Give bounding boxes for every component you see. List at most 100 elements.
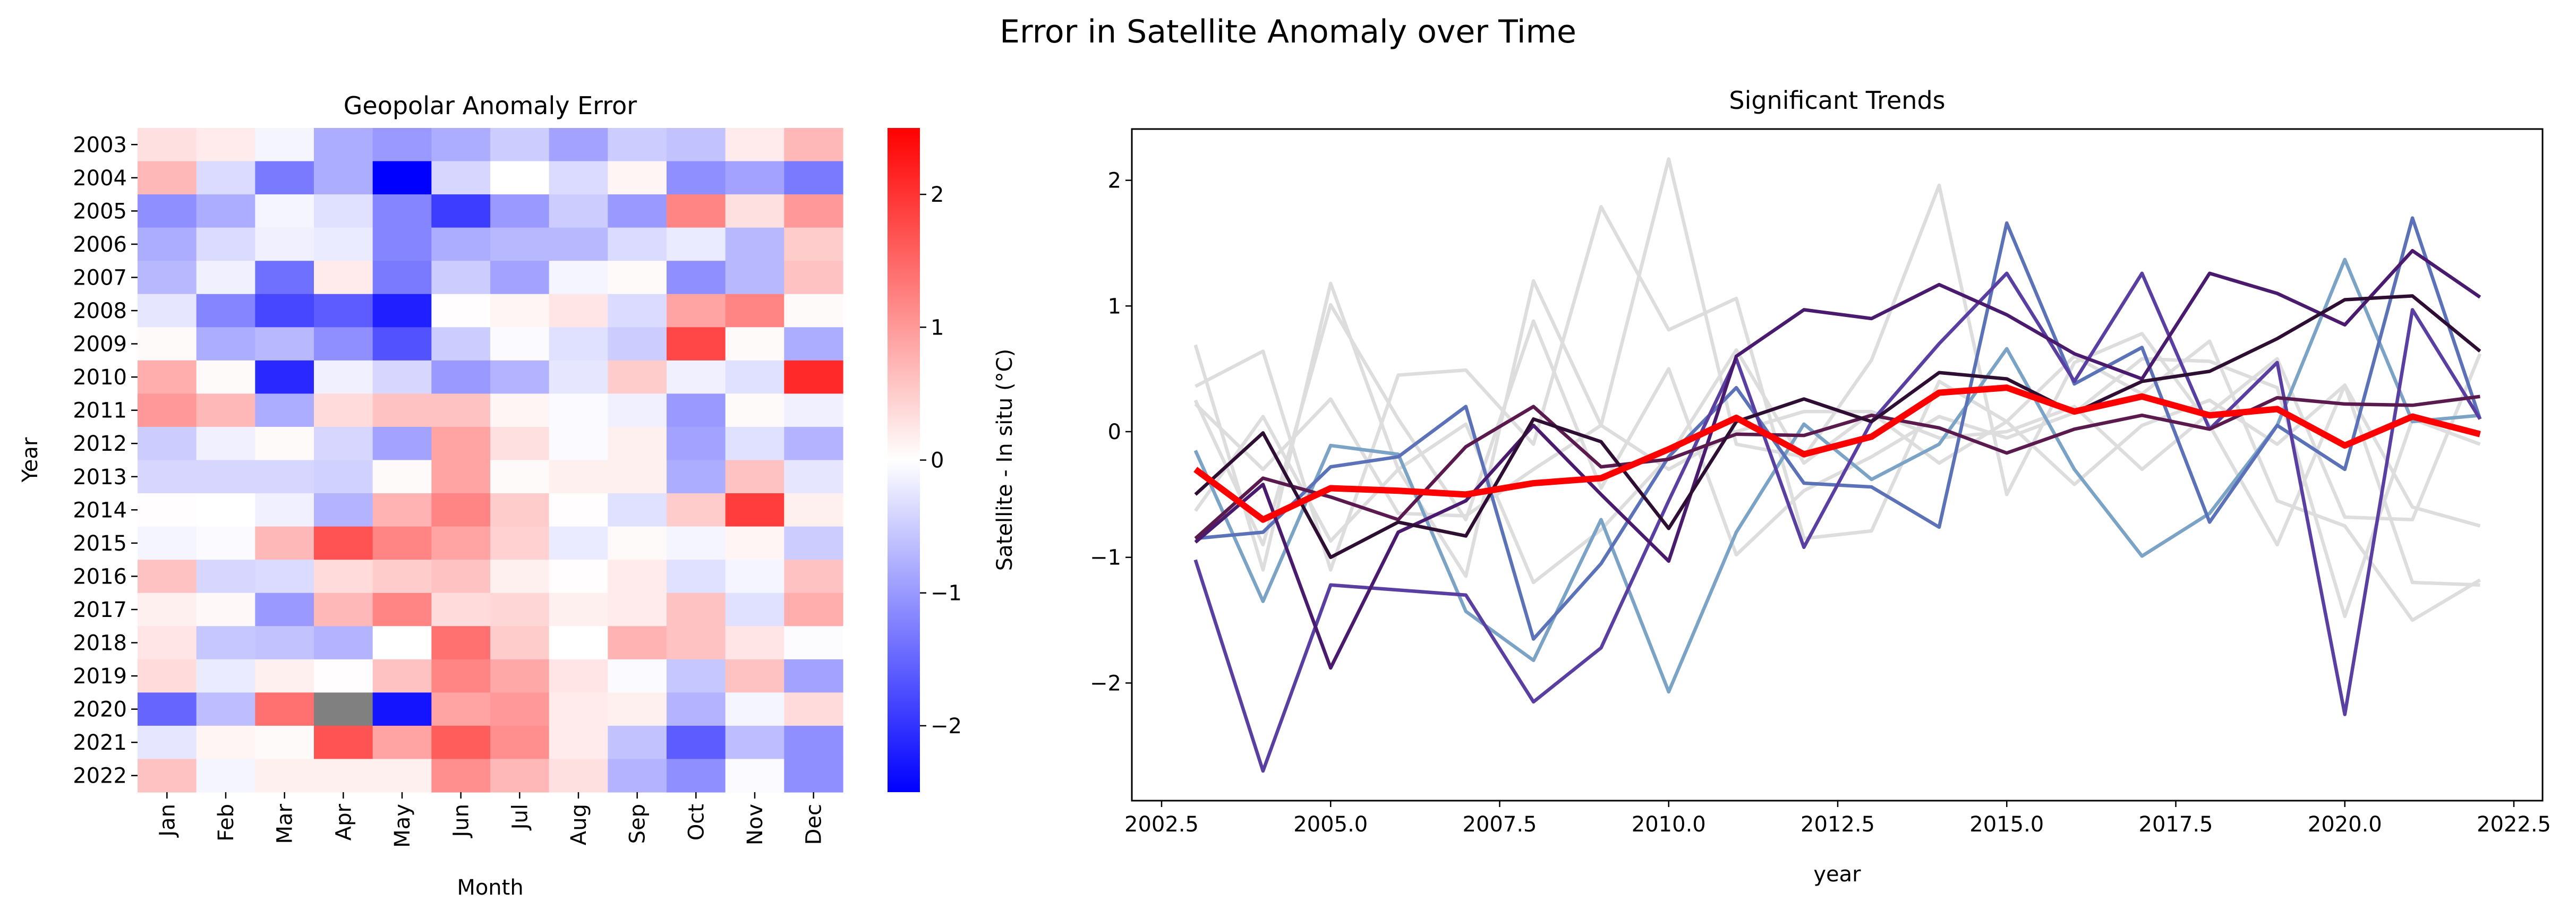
- heatmap-cell: [314, 659, 373, 693]
- heatmap-cell: [372, 759, 432, 793]
- heatmap-cell: [667, 261, 726, 295]
- x-tick-label: Mar: [273, 803, 297, 844]
- heatmap-cell: [431, 593, 491, 627]
- heatmap-cell: [549, 393, 608, 427]
- heatmap-cell: [255, 460, 314, 494]
- y-tick-label: −1: [1090, 546, 1121, 570]
- y-tick-label: 0: [1108, 420, 1121, 444]
- colorbar: [888, 128, 920, 792]
- heatmap-cell: [549, 759, 608, 793]
- heatmap-cell: [196, 393, 255, 427]
- heatmap-cell: [725, 294, 784, 328]
- x-tick-label: Jan: [155, 804, 180, 838]
- heatmap-cell: [667, 327, 726, 361]
- x-tick-label: Feb: [214, 804, 238, 842]
- heatmap-cell: [549, 692, 608, 726]
- heatmap-cell: [490, 725, 550, 760]
- trend-line: [1195, 205, 2481, 622]
- heatmap-cell: [255, 659, 314, 693]
- heatmap-cell: [196, 161, 255, 195]
- colorbar-tick-label: 0: [931, 449, 944, 473]
- heatmap-cell: [255, 493, 314, 527]
- heatmap-cell: [608, 759, 667, 793]
- y-tick-label: 2020: [73, 698, 127, 722]
- colorbar-tick-label: −1: [931, 581, 962, 606]
- heatmap-cell: [725, 759, 784, 793]
- heatmap-cell: [608, 161, 667, 195]
- heatmap-cell: [431, 759, 491, 793]
- heatmap-cell: [138, 261, 197, 295]
- heatmap-cell: [784, 526, 843, 560]
- heatmap-cell: [784, 360, 843, 394]
- heatmap-cell: [490, 128, 550, 162]
- heatmap-cell: [667, 360, 726, 394]
- x-tick-label: Aug: [567, 804, 591, 845]
- heatmap-cell: [549, 161, 608, 195]
- heatmap-cell: [784, 493, 843, 527]
- heatmap-cell: [372, 659, 432, 693]
- heatmap-cell: [784, 460, 843, 494]
- y-tick-label: 2016: [73, 564, 127, 589]
- heatmap-cell: [314, 227, 373, 261]
- x-tick-label: May: [390, 804, 415, 848]
- heatmap-cell: [431, 194, 491, 228]
- y-tick-label: 2013: [73, 465, 127, 490]
- heatmap-cell: [196, 493, 255, 527]
- heatmap-cell: [255, 725, 314, 760]
- heatmap-cell: [431, 460, 491, 494]
- line-title: Significant Trends: [1729, 86, 1945, 115]
- heatmap-cell: [549, 526, 608, 560]
- x-tick-label: Jul: [508, 804, 532, 831]
- heatmap-cell: [784, 261, 843, 295]
- heatmap-cell: [784, 426, 843, 461]
- heatmap-cell: [138, 493, 197, 527]
- heatmap-cell: [431, 393, 491, 427]
- heatmap-cell: [431, 659, 491, 693]
- heatmap-cell: [314, 327, 373, 361]
- x-tick-label: Dec: [802, 804, 826, 845]
- heatmap-cell: [608, 426, 667, 461]
- heatmap-cell: [196, 560, 255, 594]
- heatmap-cell: [431, 493, 491, 527]
- heatmap-cell: [138, 560, 197, 594]
- heatmap-cell: [314, 493, 373, 527]
- trend-line: [1193, 157, 2480, 587]
- heatmap-cell: [490, 426, 550, 461]
- y-tick-label: −2: [1090, 671, 1121, 696]
- heatmap-cell: [138, 393, 197, 427]
- x-tick-label: Oct: [684, 804, 709, 840]
- y-tick-label: 2012: [73, 432, 127, 456]
- colorbar-label: Satellite - In situ (°C): [993, 349, 1017, 571]
- heatmap-cell: [138, 327, 197, 361]
- heatmap-cell: [431, 526, 491, 560]
- heatmap-cell: [196, 659, 255, 693]
- colorbar-tick-label: 1: [931, 315, 944, 340]
- x-tick-label: 2002.5: [1124, 812, 1199, 837]
- x-tick-label: 2015.0: [1969, 812, 2044, 837]
- heatmap-cell: [490, 261, 550, 295]
- y-tick-label: 2011: [73, 399, 127, 423]
- heatmap-cell: [490, 294, 550, 328]
- heatmap-cell: [138, 626, 197, 660]
- heatmap-cell: [549, 261, 608, 295]
- heatmap-cell: [784, 759, 843, 793]
- heatmap-cell: [431, 161, 491, 195]
- x-tick-label: 2017.5: [2139, 812, 2213, 837]
- heatmap-cell: [549, 593, 608, 627]
- line-panel: Significant Trends year 2002.5 2005.0 2007…: [1090, 86, 2551, 887]
- heatmap-cell: [784, 294, 843, 328]
- heatmap-cell: [255, 194, 314, 228]
- heatmap-cell: [549, 360, 608, 394]
- heatmap-cell: [725, 128, 784, 162]
- y-tick-label: 2019: [73, 664, 127, 689]
- heatmap-cell: [138, 194, 197, 228]
- heatmap-cell: [490, 526, 550, 560]
- heatmap-cell: [255, 560, 314, 594]
- heatmap-cell: [667, 526, 726, 560]
- heatmap-cell: [314, 426, 373, 461]
- heatmap-cell: [784, 659, 843, 693]
- heatmap-cell: [490, 161, 550, 195]
- heatmap-cell: [196, 692, 255, 726]
- heatmap-cell: [314, 560, 373, 594]
- heatmap-cell: [372, 393, 432, 427]
